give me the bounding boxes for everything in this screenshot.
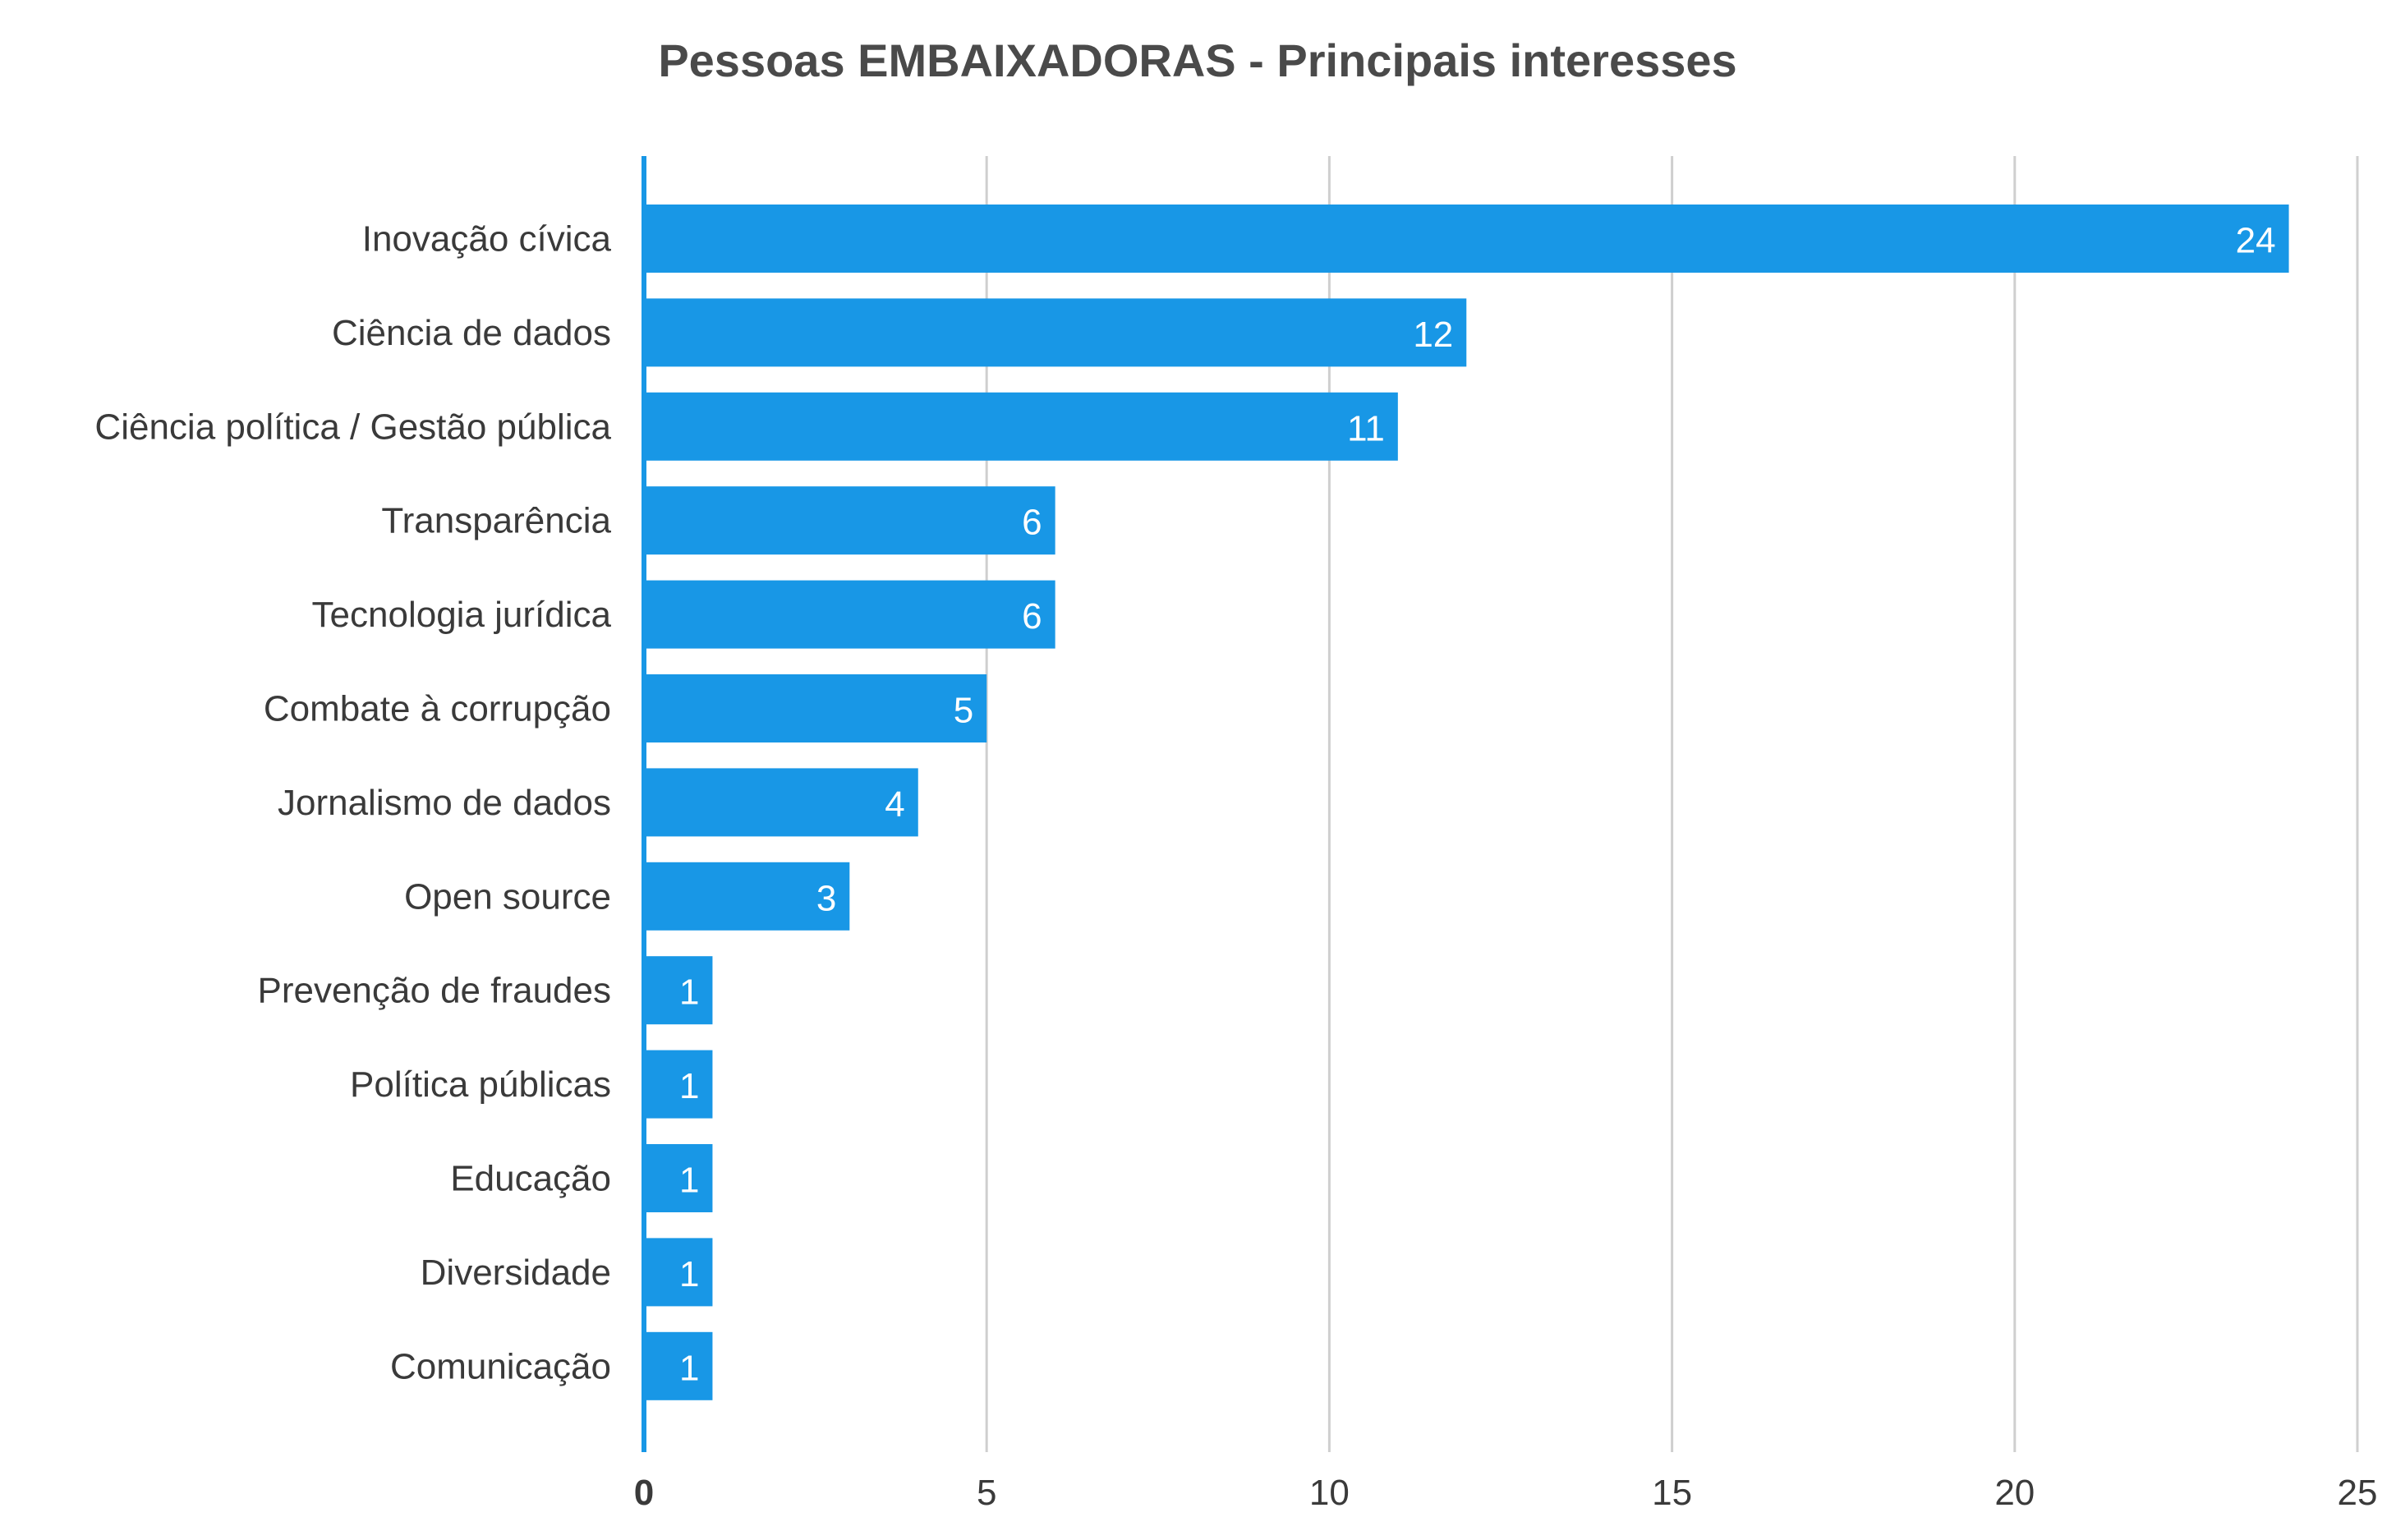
category-label: Ciência política / Gestão pública (94, 407, 611, 447)
bar-inovacao-civica (644, 205, 2289, 273)
bar-diversidade (644, 1238, 713, 1307)
value-label: 1 (679, 972, 699, 1013)
value-label: 1 (679, 1161, 699, 1201)
chart-title: Pessoas EMBAIXADORAS - Principais intere… (658, 34, 1736, 86)
bar-ciencia-de-dados (644, 298, 1467, 367)
category-label: Jornalismo de dados (278, 783, 611, 823)
x-tick-label: 10 (1309, 1473, 1350, 1513)
category-label: Combate à corrupção (264, 689, 611, 729)
gridlines (985, 156, 2359, 1452)
category-label: Transparência (381, 501, 611, 541)
category-label: Prevenção de fraudes (257, 971, 611, 1011)
value-label: 3 (816, 878, 836, 918)
bar-transparencia (644, 486, 1055, 555)
value-label: 24 (2236, 221, 2276, 261)
bar-comunicacao (644, 1331, 713, 1400)
bar-ciencia-politica-gestao-publica (644, 392, 1398, 461)
value-label: 1 (679, 1254, 699, 1294)
category-label: Tecnologia jurídica (312, 595, 612, 635)
bar-jornalismo-de-dados (644, 768, 918, 837)
bar-educacao (644, 1144, 713, 1212)
x-tick-labels: 0 5 10 15 20 25 (634, 1473, 2378, 1513)
value-label: 6 (1022, 596, 1042, 637)
bar-politica-publicas (644, 1050, 713, 1119)
bar-tecnologia-juridica (644, 580, 1055, 649)
x-tick-label: 15 (1652, 1473, 1692, 1513)
category-labels: Inovação cívica Ciência de dados Ciência p… (94, 219, 611, 1387)
value-label: 12 (1413, 315, 1453, 355)
value-label: 1 (679, 1066, 699, 1106)
x-tick-label: 25 (2338, 1473, 2378, 1513)
category-label: Ciência de dados (332, 313, 611, 353)
x-tick-label: 20 (1994, 1473, 2035, 1513)
value-label: 5 (954, 691, 973, 731)
bar-combate-a-corrupcao (644, 674, 987, 742)
x-tick-label: 5 (977, 1473, 996, 1513)
category-label: Diversidade (421, 1253, 611, 1293)
bar-open-source (644, 862, 850, 931)
value-label: 1 (679, 1348, 699, 1388)
category-label: Comunicação (390, 1346, 611, 1386)
value-label: 4 (885, 784, 904, 825)
value-label: 11 (1347, 408, 1385, 448)
category-label: Educação (450, 1159, 611, 1199)
bar-prevencao-de-fraudes (644, 956, 713, 1025)
category-label: Inovação cívica (362, 219, 612, 260)
category-label: Open source (404, 876, 611, 917)
category-label: Política públicas (350, 1064, 611, 1105)
value-label: 6 (1022, 503, 1042, 543)
x-tick-label: 0 (634, 1473, 654, 1513)
bars (644, 205, 2289, 1400)
